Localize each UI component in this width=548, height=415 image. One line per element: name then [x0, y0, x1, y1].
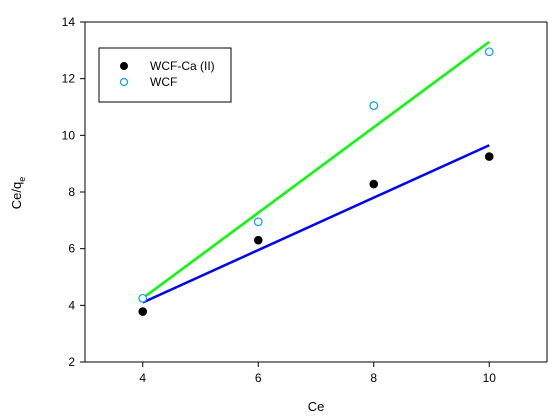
- fit-line-series-1: [142, 144, 490, 304]
- x-tick-label: 6: [255, 371, 262, 385]
- y-tick-label: 6: [68, 242, 75, 256]
- legend: WCF-Ca (II) WCF: [98, 47, 232, 103]
- data-point-series-2: [138, 293, 148, 303]
- data-point-series-2: [484, 47, 494, 57]
- y-tick-label: 14: [62, 15, 76, 29]
- x-tick-label: 8: [370, 371, 377, 385]
- x-tick-label: 4: [139, 371, 146, 385]
- axes: 4 6 8 10 2 4 6 8 10 12 14: [62, 15, 548, 385]
- fit-lines: [142, 40, 490, 304]
- fit-line-series-2: [142, 40, 490, 300]
- data-point-series-2: [369, 101, 379, 110]
- y-tick-label: 8: [68, 185, 75, 199]
- y-tick-label: 4: [68, 298, 75, 312]
- x-tick-label: 10: [483, 371, 497, 385]
- x-axis-label: Ce: [308, 399, 325, 414]
- data-point-series-1: [369, 179, 379, 189]
- data-point-series-2: [253, 217, 263, 227]
- y-tick-label: 2: [68, 355, 75, 369]
- y-tick-label: 12: [62, 72, 76, 86]
- data-point-series-1: [253, 235, 263, 245]
- legend-box: [98, 47, 232, 103]
- y-axis-label: Ce/qe: [9, 177, 27, 209]
- y-tick-label: 10: [62, 128, 76, 142]
- data-points: [138, 47, 494, 316]
- legend-label-series-2: WCF: [150, 75, 177, 89]
- legend-label-series-1: WCF-Ca (II): [150, 59, 215, 73]
- data-point-series-1: [138, 307, 148, 316]
- data-point-series-1: [484, 152, 494, 161]
- legend-marker-series-1: [120, 62, 128, 70]
- legend-marker-series-2: [119, 77, 129, 87]
